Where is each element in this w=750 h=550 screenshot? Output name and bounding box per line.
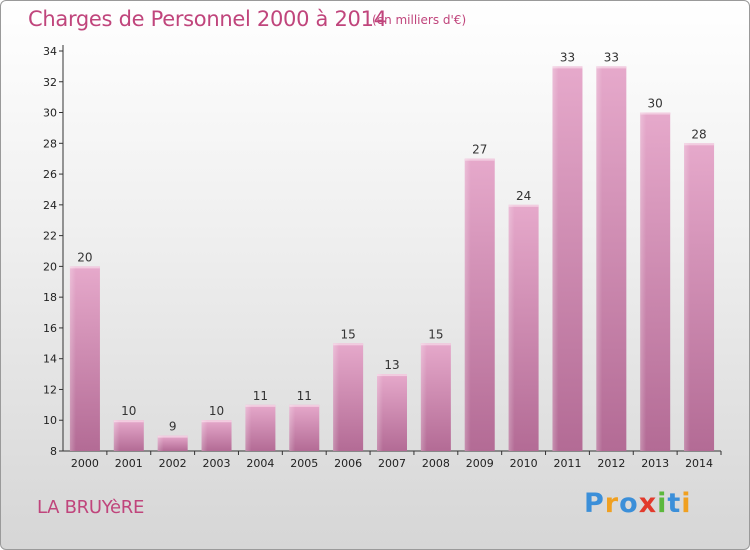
y-tick-label: 8 bbox=[50, 445, 57, 458]
bar-top-highlight bbox=[245, 404, 276, 407]
bar-edge-highlight bbox=[684, 143, 691, 452]
bar-edge-highlight bbox=[201, 420, 208, 451]
bar-top-highlight bbox=[464, 158, 495, 161]
x-tick-label: 2006 bbox=[334, 457, 362, 470]
data-label: 10 bbox=[209, 404, 224, 418]
data-label: 33 bbox=[560, 50, 575, 64]
bar-edge-highlight bbox=[420, 343, 427, 451]
data-label: 11 bbox=[253, 389, 268, 403]
bar-edge-highlight bbox=[113, 420, 120, 451]
bar-top-highlight bbox=[377, 374, 407, 377]
x-tick-label: 2011 bbox=[553, 457, 581, 470]
bar-top-highlight bbox=[640, 112, 671, 115]
y-tick-label: 14 bbox=[43, 353, 57, 366]
chart-bars bbox=[69, 66, 715, 452]
bar-top-highlight bbox=[333, 343, 364, 346]
x-tick-label: 2004 bbox=[246, 457, 274, 470]
x-tick-label: 2001 bbox=[115, 457, 143, 470]
bar-top-highlight bbox=[201, 420, 232, 423]
data-label: 20 bbox=[77, 250, 92, 264]
logo-letter: P bbox=[584, 488, 605, 519]
x-tick-label: 2003 bbox=[203, 457, 231, 470]
bar-edge-highlight bbox=[157, 435, 164, 451]
bar-top-highlight bbox=[420, 343, 451, 346]
logo-letter: o bbox=[619, 488, 639, 519]
x-tick-label: 2008 bbox=[422, 457, 450, 470]
location-name: LA BRUYèRE bbox=[37, 497, 145, 518]
x-tick-label: 2010 bbox=[510, 457, 538, 470]
data-label: 10 bbox=[121, 404, 136, 418]
bar-top-highlight bbox=[684, 143, 715, 146]
bar-edge-highlight bbox=[333, 343, 340, 451]
bar-top-highlight bbox=[552, 66, 583, 69]
bar-top-highlight bbox=[289, 404, 320, 407]
x-tick-label: 2009 bbox=[466, 457, 494, 470]
data-label: 24 bbox=[516, 189, 531, 203]
bar-edge-highlight bbox=[464, 158, 471, 451]
y-tick-label: 22 bbox=[43, 230, 57, 243]
logo-letter: r bbox=[604, 488, 620, 519]
data-label: 15 bbox=[428, 327, 443, 341]
y-tick-label: 30 bbox=[43, 107, 57, 120]
logo-letter: t bbox=[667, 488, 682, 519]
y-tick-label: 24 bbox=[43, 199, 57, 212]
bar-top-highlight bbox=[596, 66, 627, 69]
x-tick-label: 2000 bbox=[71, 457, 99, 470]
bar bbox=[157, 435, 188, 451]
logo-letter: i bbox=[657, 488, 668, 519]
y-tick-label: 10 bbox=[43, 414, 57, 427]
x-tick-label: 2007 bbox=[378, 457, 406, 470]
bar-top-highlight bbox=[508, 204, 539, 207]
bar-top-highlight bbox=[157, 435, 188, 438]
y-tick-label: 32 bbox=[43, 76, 57, 89]
bar-edge-highlight bbox=[552, 66, 559, 451]
bar-edge-highlight bbox=[289, 404, 296, 451]
data-label: 27 bbox=[472, 143, 487, 157]
bar-top-highlight bbox=[113, 420, 144, 423]
logo-letter: x bbox=[638, 488, 658, 519]
logo-letter: i bbox=[681, 488, 692, 519]
x-tick-label: 2005 bbox=[290, 457, 318, 470]
y-tick-label: 26 bbox=[43, 168, 57, 181]
bar-top-highlight bbox=[69, 266, 100, 269]
bar-edge-highlight bbox=[377, 374, 383, 451]
data-label: 15 bbox=[340, 327, 355, 341]
data-label: 11 bbox=[297, 389, 312, 403]
bar-edge-highlight bbox=[69, 266, 76, 451]
data-label: 33 bbox=[604, 50, 619, 64]
bar-edge-highlight bbox=[640, 112, 647, 452]
data-label: 13 bbox=[384, 358, 399, 372]
y-tick-label: 16 bbox=[43, 322, 57, 335]
y-tick-label: 12 bbox=[43, 383, 57, 396]
x-tick-label: 2013 bbox=[641, 457, 669, 470]
x-tick-label: 2012 bbox=[597, 457, 625, 470]
y-tick-label: 34 bbox=[43, 45, 57, 58]
data-label: 9 bbox=[169, 420, 177, 434]
chart-data-labels: 20 10 9 10 11 11 15 13 15 27 24 33 33 30 28 bbox=[77, 50, 706, 433]
bar-edge-highlight bbox=[245, 404, 252, 451]
proxiti-logo: Proxiti bbox=[584, 488, 692, 519]
chart-subtitle: (en milliers d'€) bbox=[372, 13, 467, 27]
x-tick-label: 2014 bbox=[685, 457, 713, 470]
chart-axes: 8 10 12 14 16 18 20 22 24 26 28 30 32 34 2000 2001 2002 2… bbox=[43, 45, 722, 470]
y-tick-label: 28 bbox=[43, 137, 57, 150]
y-tick-label: 18 bbox=[43, 291, 57, 304]
bar-edge-highlight bbox=[508, 204, 515, 451]
data-label: 28 bbox=[691, 127, 706, 141]
data-label: 30 bbox=[648, 97, 663, 111]
y-tick-label: 20 bbox=[43, 260, 57, 273]
bar-edge-highlight bbox=[596, 66, 603, 451]
chart-title: Charges de Personnel 2000 à 2014 bbox=[28, 7, 387, 31]
x-tick-label: 2002 bbox=[159, 457, 187, 470]
